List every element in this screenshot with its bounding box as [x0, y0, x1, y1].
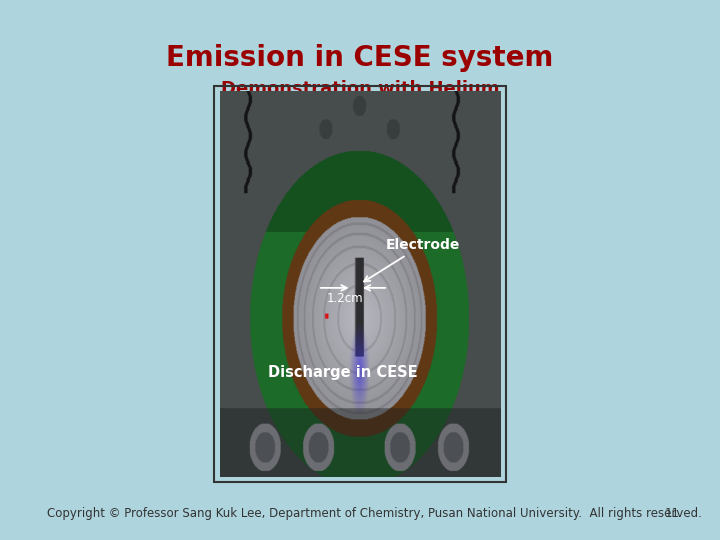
- Text: Copyright © Professor Sang Kuk Lee, Department of Chemistry, Pusan National Univ: Copyright © Professor Sang Kuk Lee, Depa…: [48, 507, 702, 520]
- Text: Electrode: Electrode: [386, 238, 460, 252]
- Text: Emission in CESE system: Emission in CESE system: [166, 44, 554, 72]
- Text: 1.2cm: 1.2cm: [326, 292, 363, 305]
- Text: 11: 11: [665, 507, 680, 520]
- Text: Discharge in CESE: Discharge in CESE: [269, 366, 418, 380]
- Text: Demonstration with Helium: Demonstration with Helium: [221, 80, 499, 98]
- Bar: [214, 86, 506, 482]
